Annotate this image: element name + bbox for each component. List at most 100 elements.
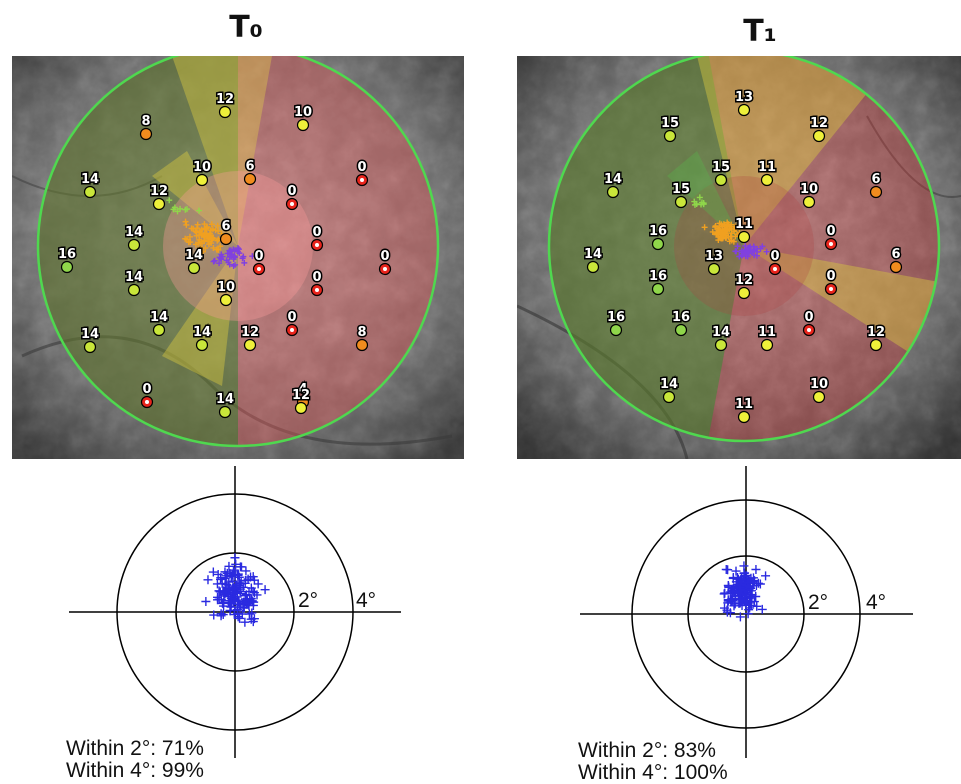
stimulus-point: 10 [798,181,820,209]
ring-label-2deg-t0: 2° [298,589,318,612]
fixation-mark [208,240,215,247]
stimulus-point: 0 [802,309,816,337]
stimulus-marker [83,185,97,199]
fixation-mark [236,250,243,257]
fixation-point [220,574,230,584]
stimulus-marker [218,405,232,419]
fixation-mark [249,253,256,260]
fixation-point [246,614,256,624]
stimulus-marker-dot [290,202,294,206]
stimulus-value: 12 [150,184,168,199]
stimulus-point: 13 [703,248,725,276]
stimulus-value: 14 [125,225,143,240]
fixation-mark [203,224,210,231]
panel-title-t1: T₁ [743,14,777,49]
fixation-point [745,593,755,603]
stimulus-point: 14 [582,246,604,274]
fixation-point [234,581,244,591]
stimulus-point: 8 [139,113,153,141]
fixation-point [761,571,771,581]
fixation-mark [192,228,199,235]
stimulus-point: 15 [670,181,692,209]
stimulus-marker-dot [829,287,833,291]
fixation-mark [763,248,770,255]
fixation-point [217,578,227,588]
stimulus-point: 12 [733,272,755,300]
stimulus-marker [651,237,665,251]
fixation-point [225,569,235,579]
fixation-point [730,599,740,609]
stimulus-value: 14 [81,172,99,187]
stimulus-value: 10 [217,280,235,295]
stimulus-value: 16 [672,310,690,325]
fixation-point [201,596,211,606]
stimulus-marker [737,410,751,424]
stimulus-points-t0: 12 8 10 14 10 6 0 0 12 14 6 0 16 14 0 0 14 10 0 14 0 14 14 12 8 0… [56,91,392,419]
stimulus-point: 0 [768,248,782,276]
stimulus-marker-dot [829,242,833,246]
fixation-point [246,572,256,582]
stimulus-marker [714,173,728,187]
stimulus-value: 15 [661,116,679,131]
stimulus-value: 6 [221,219,230,234]
stimulus-point: 0 [824,223,838,251]
stimulus-value: 6 [871,172,880,187]
stimulus-marker [707,262,721,276]
fixation-point [214,586,224,596]
fixation-mark [209,234,216,241]
fixation-mark [214,237,221,244]
stimulus-point: 11 [756,159,778,187]
fixation-point [723,565,733,575]
stimulus-point: 12 [214,91,236,119]
stimulus-point: 14 [214,391,236,419]
stimulus-marker [737,230,751,244]
fixation-mark [216,260,223,267]
fixation-point [230,553,240,563]
stimulus-marker-dot [383,267,387,271]
stimulus-value: 8 [357,325,366,340]
stimulus-marker [355,338,369,352]
fixation-mark [194,225,201,232]
stimulus-value: 14 [216,392,234,407]
stimulus-value: 11 [735,217,753,232]
fixation-mark [733,224,740,231]
stimulus-value: 0 [312,270,321,285]
stimulus-marker [662,390,676,404]
fixation-mark [207,227,214,234]
stimulus-marker [296,118,310,132]
fixation-point [233,599,243,609]
stimulus-value: 14 [660,377,678,392]
fixation-point [243,598,253,608]
fixation-point [236,562,246,572]
fixation-point [732,572,742,582]
stimulus-point: 6 [243,158,257,186]
stimulus-value: 0 [312,225,321,240]
fixation-mark [199,248,206,255]
fixation-point [241,590,251,600]
stimulus-point: 0 [824,268,838,296]
fixation-mark [701,224,708,231]
fixation-cloud-t0 [166,197,256,270]
stimulus-point: 10 [215,279,237,307]
fixation-point [752,601,762,611]
stimulus-marker-dot [145,400,149,404]
fixation-point [240,578,250,588]
stimulus-point: 14 [602,171,624,199]
stimulus-point: 14 [79,326,101,354]
stimulus-point: 15 [659,115,681,143]
fixation-point [728,594,738,604]
stimulus-point: 12 [148,183,170,211]
fixation-mark [214,222,221,229]
stimulus-marker [812,129,826,143]
stimulus-value: 10 [810,377,828,392]
stimulus-marker-dot [290,328,294,332]
fixation-plot-t0: 2° 4° [66,466,406,758]
fixation-point [736,580,746,590]
stimulus-marker [152,323,166,337]
fixation-point [735,612,745,622]
stimulus-point: 16 [647,268,669,296]
stimulus-value: 13 [705,249,723,264]
fixation-mark [211,257,218,264]
fixation-mark [202,245,209,252]
fixation-point [720,588,730,598]
